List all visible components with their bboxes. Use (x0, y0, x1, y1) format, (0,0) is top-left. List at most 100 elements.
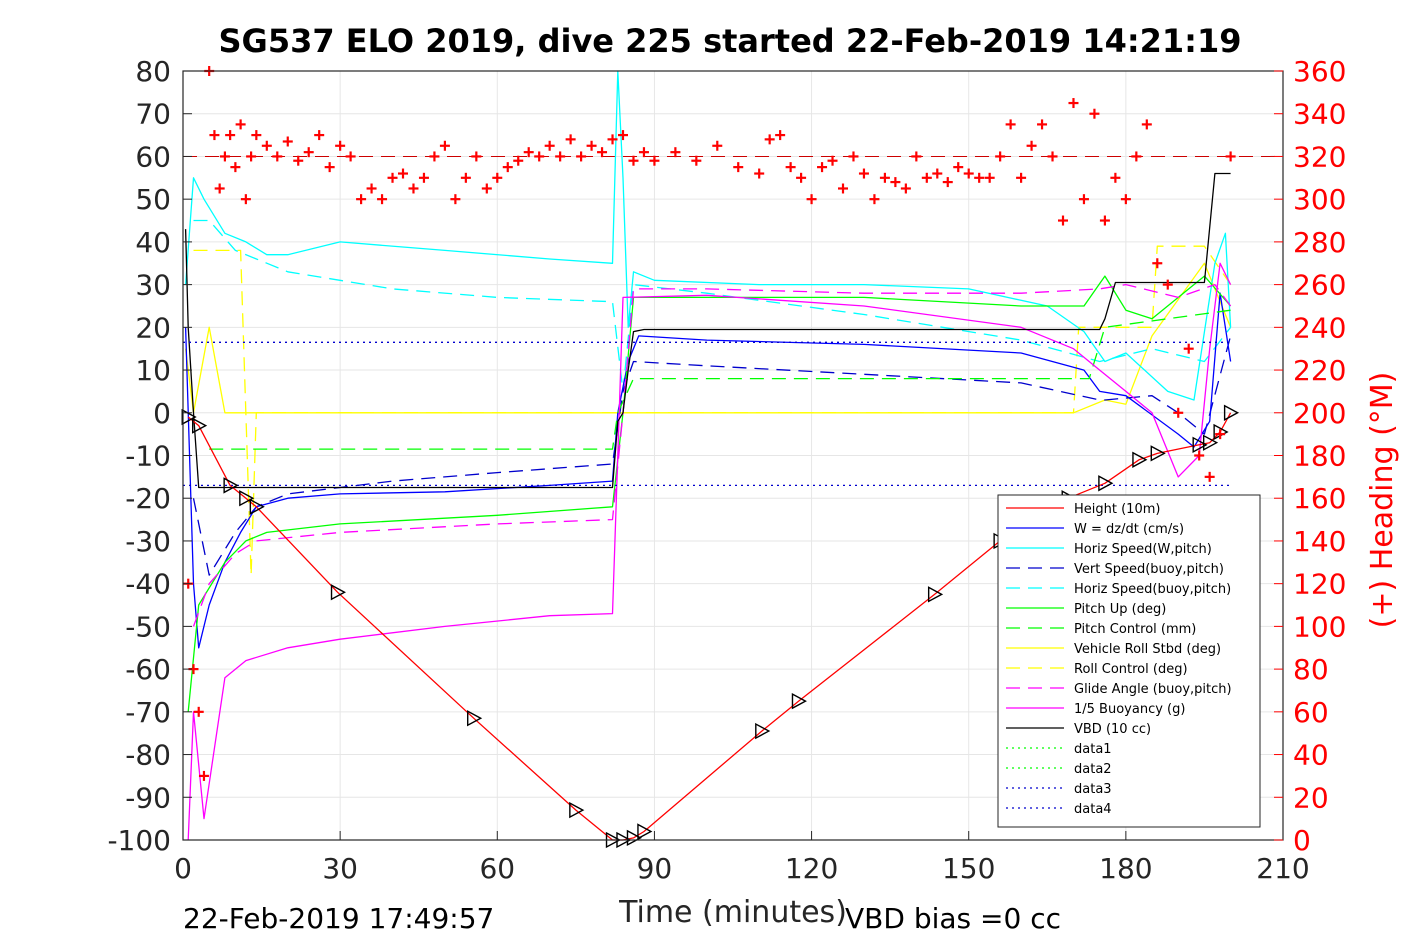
heading-point (1194, 450, 1205, 461)
height-marker (791, 692, 807, 710)
heading-point (544, 140, 555, 151)
y2-tick-label: 280 (1293, 226, 1346, 259)
heading-point (1173, 407, 1184, 418)
heading-point (638, 147, 649, 158)
heading-point (576, 151, 587, 162)
height-marker (192, 417, 208, 434)
y2-tick-label: 180 (1293, 440, 1346, 473)
heading-point (817, 162, 828, 173)
series-line (192, 283, 1232, 627)
heading-point (806, 194, 817, 205)
heading-point (282, 136, 293, 147)
y2-tick-label: 220 (1293, 354, 1346, 387)
height-marker (330, 584, 347, 601)
heading-point (225, 130, 236, 141)
height-marker (1202, 434, 1219, 451)
y-tick-label: 80 (135, 55, 171, 88)
heading-point (733, 162, 744, 173)
heading-point (272, 151, 283, 162)
heading-point (586, 140, 597, 151)
heading-point (785, 162, 796, 173)
heading-point (900, 183, 911, 194)
legend-box (997, 494, 1261, 828)
x-tick-label: 60 (479, 852, 515, 885)
heading-point (219, 151, 230, 162)
heading-point (193, 706, 204, 717)
legend-entry: 1/5 Buoyancy (g) (1074, 702, 1185, 717)
y-tick-label: -80 (125, 739, 171, 772)
legend-entry: Vert Speed(buoy,pitch) (1074, 562, 1224, 577)
heading-point (1058, 215, 1068, 226)
height-marker (637, 823, 653, 840)
heading-point (377, 194, 388, 205)
heading-point (523, 147, 534, 158)
heading-point (1204, 471, 1215, 482)
legend-entry: Pitch Control (mm) (1074, 622, 1196, 637)
heading-point (1152, 258, 1163, 269)
heading-point (534, 151, 545, 162)
y2-tick-label: 60 (1293, 696, 1329, 729)
legend: Height (10m) W = dz/dt (cm/s) Horiz Speed(… (997, 494, 1261, 828)
heading-point (1068, 98, 1079, 109)
y-tick-label: -60 (125, 653, 171, 686)
heading-point (230, 162, 241, 173)
heading-point (775, 130, 786, 141)
y-tick-label: 50 (135, 183, 171, 216)
heading-point (764, 134, 775, 145)
height-marker (1098, 475, 1114, 492)
x-tick-label: 0 (174, 852, 192, 885)
height-marker (181, 408, 197, 426)
heading-point (450, 194, 461, 205)
heading-point (1215, 429, 1226, 440)
legend-entry: data4 (1074, 802, 1112, 817)
y-tick-label: 20 (135, 311, 171, 344)
x-tick-label: 120 (785, 852, 838, 885)
y-tick-label: -20 (125, 482, 171, 515)
legend-entry: Height (10m) (1074, 502, 1160, 517)
heading-point (921, 172, 932, 183)
heading-point (1141, 119, 1152, 130)
heading-point (1162, 279, 1173, 290)
heading-point (481, 183, 492, 194)
x-tick-label: 90 (637, 852, 673, 885)
height-marker (223, 477, 239, 494)
heading-point (1131, 151, 1142, 162)
height-marker (249, 498, 265, 515)
series-line (193, 245, 1232, 576)
heading-point (439, 140, 450, 151)
heading-point (214, 183, 225, 194)
legend-entry: data3 (1074, 782, 1112, 797)
heading-point (1225, 151, 1236, 162)
legend-entry: Horiz Speed(buoy,pitch) (1074, 582, 1231, 597)
legend-entry: data1 (1074, 742, 1112, 757)
legend-entry: W = dz/dt (cm/s) (1074, 522, 1184, 537)
heading-point (502, 162, 513, 173)
heading-point (858, 168, 869, 179)
heading-point (335, 140, 346, 151)
y2-tick-label: 260 (1293, 269, 1346, 302)
y2-tick-label: 320 (1293, 140, 1346, 173)
chart-title: SG537 ELO 2019, dive 225 started 22-Feb-… (219, 22, 1242, 60)
heading-layer (183, 66, 1236, 781)
heading-point (942, 177, 953, 188)
x-tick-label: 210 (1256, 852, 1309, 885)
y-tick-label: -30 (125, 525, 171, 558)
heading-point (356, 194, 367, 205)
heading-point (1099, 215, 1110, 226)
series-line (193, 219, 1232, 393)
heading-point (366, 183, 377, 194)
height-marker (239, 490, 255, 507)
heading-point (492, 172, 503, 183)
y2-tick-label: 160 (1293, 482, 1346, 515)
heading-point (345, 151, 356, 162)
heading-point (565, 134, 576, 145)
y-tick-label: 60 (135, 140, 171, 173)
legend-entry: Pitch Up (deg) (1074, 602, 1166, 617)
x-tick-label: 180 (1099, 852, 1152, 885)
y2-tick-label: 340 (1293, 98, 1346, 131)
y2-tick-label: 80 (1293, 653, 1329, 686)
x-tick-label: 30 (322, 852, 358, 885)
heading-point (953, 162, 964, 173)
height-marker (626, 829, 642, 847)
heading-point (1078, 194, 1089, 205)
